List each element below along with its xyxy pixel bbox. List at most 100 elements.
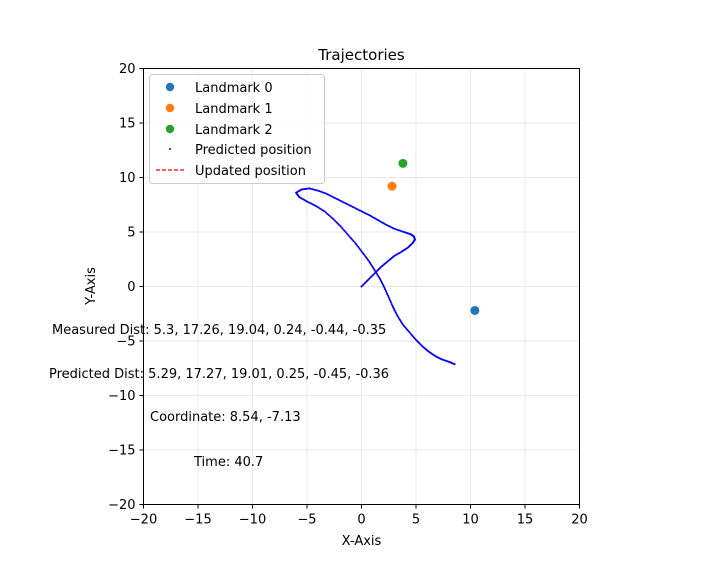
predicted-position-point — [403, 231, 406, 233]
y-tick-label: 5 — [127, 226, 135, 241]
x-tick-label: −15 — [184, 513, 211, 528]
predicted-position-point — [333, 219, 336, 222]
predicted-position-point — [323, 210, 326, 213]
legend-marker-predicted — [169, 148, 171, 150]
predicted-position-point — [396, 228, 399, 231]
x-tick-label: 20 — [571, 513, 588, 528]
predicted-position-point — [384, 288, 387, 291]
predicted-position-point — [353, 241, 356, 244]
predicted-position-point — [394, 228, 397, 231]
predicted-position-point — [356, 244, 359, 247]
predicted-position-point — [401, 230, 404, 233]
predicted-position-point — [352, 240, 355, 243]
predicted-position-point — [387, 296, 390, 299]
predicted-position-point — [346, 232, 349, 235]
predicted-position-point — [357, 245, 360, 248]
predicted-position-point — [397, 316, 400, 319]
predicted-position-point — [376, 273, 379, 276]
landmark-layer — [387, 158, 480, 315]
legend: Landmark 0 Landmark 1 Landmark 2 Predict… — [149, 74, 325, 184]
predicted-position-point — [362, 253, 365, 256]
predicted-position-point — [314, 204, 317, 207]
predicted-position-point — [342, 228, 345, 231]
predicted-position-point — [390, 302, 393, 305]
predicted-position-point — [359, 248, 362, 251]
predicted-position-point — [337, 223, 340, 226]
x-tick-label: −10 — [239, 513, 266, 528]
predicted-position-point — [355, 242, 358, 245]
predicted-position-point — [388, 298, 391, 301]
predicted-position-point — [378, 276, 381, 279]
predicted-position-point — [339, 225, 342, 228]
predicted-position-point — [347, 234, 350, 237]
y-tick-label: 20 — [119, 62, 136, 77]
predicted-position-point — [369, 261, 372, 264]
predicted-position-point — [396, 314, 399, 317]
x-tick-label: 10 — [462, 513, 479, 528]
predicted-position-point — [389, 301, 392, 304]
predicted-position-point — [348, 235, 351, 238]
landmark-1-marker — [387, 181, 397, 191]
predicted-position-point — [317, 206, 320, 209]
predicted-position-point — [368, 260, 371, 263]
predicted-position-point — [398, 317, 401, 320]
legend-marker-landmark-1 — [165, 103, 175, 113]
y-tick-label: −5 — [116, 335, 135, 350]
predicted-position-point — [370, 264, 373, 267]
predicted-position-point — [375, 272, 378, 275]
predicted-position-point — [383, 286, 386, 289]
predicted-position-point — [384, 289, 387, 292]
ticks: −20 −15 −10 −5 0 5 10 15 20 −20 −15 −10 −5 0 5 10 15 20 — [108, 62, 588, 528]
legend-marker-landmark-0 — [165, 82, 175, 92]
y-tick-label: −10 — [108, 389, 135, 404]
predicted-position-point — [338, 224, 341, 227]
predicted-dist-label: Predicted Dist: 5.29, 17.27, 19.01, 0.25… — [49, 367, 389, 382]
landmark-2-marker — [398, 158, 408, 168]
predicted-position-point — [329, 215, 332, 218]
predicted-position-point — [344, 231, 347, 234]
predicted-position-point — [373, 269, 376, 272]
predicted-position-point — [361, 251, 364, 254]
predicted-position-point — [372, 267, 375, 270]
predicted-position-point — [401, 322, 404, 325]
predicted-position-point — [399, 229, 402, 232]
y-tick-label: 15 — [119, 117, 136, 132]
predicted-position-point — [360, 250, 363, 253]
predicted-position-point — [374, 270, 377, 273]
y-tick-label: −20 — [108, 498, 135, 513]
x-axis-title: X-Axis — [342, 534, 382, 549]
predicted-position-point — [330, 216, 333, 219]
y-tick-label: −15 — [108, 444, 135, 459]
predicted-position-point — [319, 207, 322, 210]
predicted-position-point — [386, 293, 389, 296]
predicted-position-point — [358, 247, 361, 250]
y-tick-label: 10 — [119, 171, 136, 186]
predicted-position-point — [321, 209, 324, 212]
predicted-position-point — [371, 266, 374, 269]
predicted-position-point — [320, 208, 323, 211]
predicted-position-point — [387, 294, 390, 297]
predicted-position-point — [363, 254, 366, 257]
predicted-position-point — [349, 237, 352, 240]
predicted-position-point — [332, 217, 335, 220]
predicted-position-point — [377, 274, 380, 277]
x-tick-label: 5 — [412, 513, 420, 528]
x-tick-label: 0 — [357, 513, 365, 528]
y-axis-title: Y-Axis — [84, 267, 99, 306]
legend-label-updated: Updated position — [195, 164, 306, 179]
predicted-position-point — [367, 258, 370, 261]
chart-title: Trajectories — [317, 46, 405, 64]
predicted-position-point — [365, 257, 368, 260]
x-tick-label: 15 — [517, 513, 534, 528]
landmark-0-marker — [470, 305, 480, 315]
predicted-position-point — [326, 212, 329, 215]
predicted-position-point — [351, 238, 354, 241]
measured-dist-label: Measured Dist: 5.3, 17.26, 19.04, 0.24, … — [52, 323, 386, 338]
predicted-position-point — [369, 263, 372, 266]
predicted-position-point — [453, 363, 456, 366]
predicted-position-point — [343, 229, 346, 232]
predicted-position-point — [324, 211, 327, 214]
predicted-position-point — [327, 214, 330, 217]
